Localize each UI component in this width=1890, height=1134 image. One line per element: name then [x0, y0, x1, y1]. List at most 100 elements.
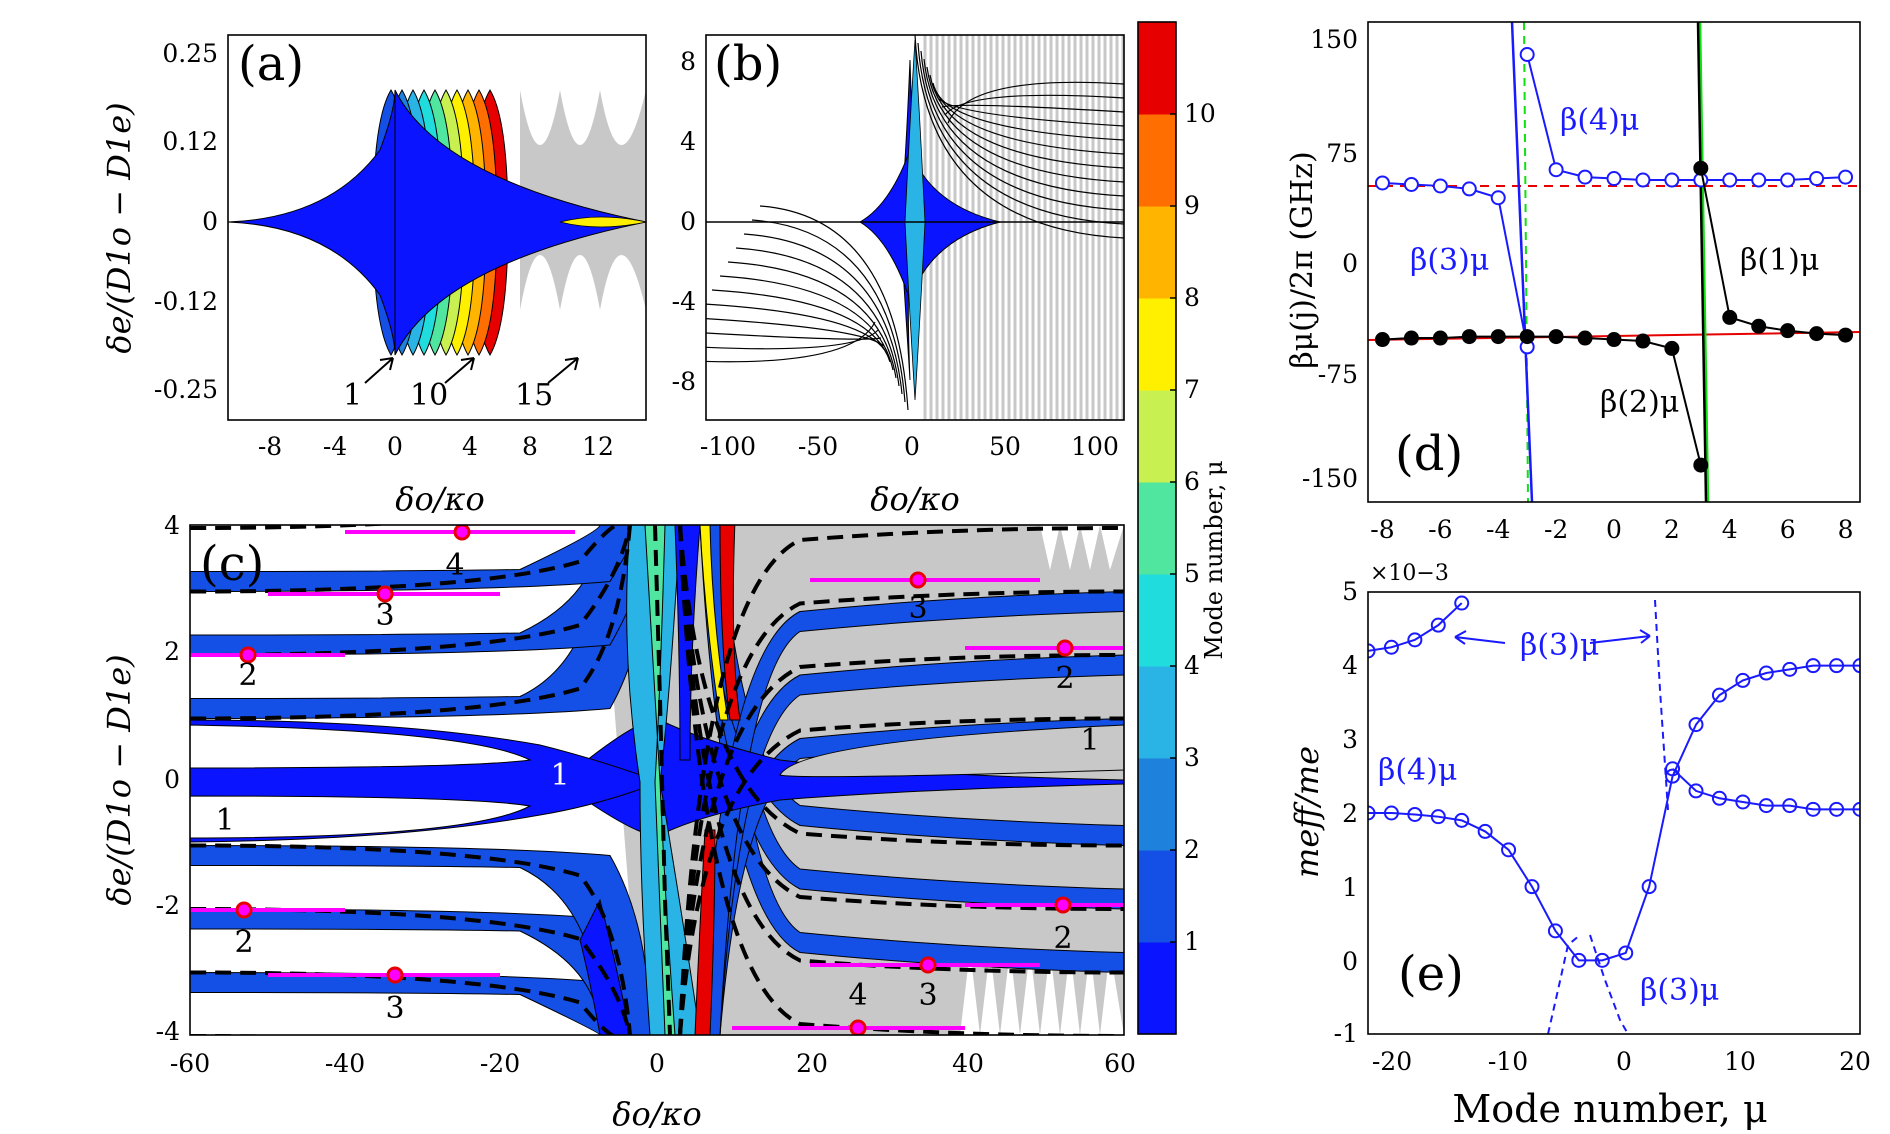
colorbar-segment: [1138, 574, 1176, 667]
panel-e-point: [1430, 617, 1446, 633]
panel-e-point: [1852, 801, 1860, 817]
panel-d-point: [1519, 329, 1535, 345]
panel-e-ytick: 1: [1342, 873, 1358, 902]
panel-d-point: [1693, 160, 1709, 176]
panel-c-xlabel: δo/κo: [612, 1095, 702, 1133]
panel-d-point: [1374, 332, 1390, 348]
panel-d-ytick: 150: [1310, 25, 1358, 54]
panel-c-annotation: 2: [234, 925, 253, 960]
panel-c-xtick: 60: [1104, 1049, 1136, 1078]
panel-a-xtick: 0: [387, 432, 403, 461]
colorbar-tick: 9: [1184, 191, 1200, 220]
panel-c-annotation: 1: [550, 758, 569, 793]
panel-c-fan-red-lower: [694, 829, 716, 1035]
panel-d-xtick: 8: [1838, 515, 1854, 544]
panel-e-xlabel: Mode number, μ: [1452, 1087, 1767, 1131]
panel-e-point: [1711, 790, 1727, 806]
panel-c-marker: [239, 646, 257, 664]
panel-d-green-dashed: [1523, 22, 1529, 502]
panel-b-xtick: 50: [989, 432, 1021, 461]
colorbar-segment: [1138, 206, 1176, 299]
panel-e: (e) ×10−3 5 4 3 2 1 0 -1 -20 -10 0 10 20…: [1288, 561, 1871, 1131]
panel-e-xtick: -20: [1372, 1047, 1412, 1076]
panel-e-xtick: 20: [1839, 1047, 1871, 1076]
panel-e-xtick: 0: [1616, 1047, 1632, 1076]
panel-d-xtick: 2: [1664, 515, 1680, 544]
panel-e-point: [1758, 798, 1774, 814]
panel-d-point: [1751, 318, 1767, 334]
panel-e-point: [1688, 717, 1704, 733]
colorbar-segment: [1138, 298, 1176, 391]
panel-c-marker: [1054, 896, 1072, 914]
panel-b-curve: [947, 81, 1124, 124]
panel-c-left-cut-bottom: [190, 795, 532, 839]
panel-e-point: [1782, 798, 1798, 814]
panel-c-ytick: 2: [164, 637, 180, 666]
panel-c-white-spikes: [960, 950, 1124, 1035]
panel-c-dashed-curve: [190, 525, 632, 721]
panel-a-tail-taper: [559, 216, 646, 228]
panel-c-dashed-curve: [678, 525, 1124, 975]
colorbar-tick: 10: [1184, 99, 1216, 128]
panel-c-annotation: 3: [385, 991, 404, 1026]
panel-e-point: [1547, 923, 1563, 939]
panel-c-marker: [376, 585, 394, 603]
panel-d-xtick: 6: [1780, 515, 1796, 544]
panel-b-xlabel: δo/κo: [870, 480, 960, 518]
panel-c-dashed-curve: [678, 525, 1124, 911]
panel-d-point: [1432, 178, 1448, 194]
panel-a-arrow: [547, 357, 579, 384]
panel-d-point: [1577, 169, 1593, 185]
panel-b-xtick: 100: [1071, 432, 1119, 461]
panel-e-ytick: 0: [1342, 947, 1358, 976]
panel-c-annotation: 2: [1053, 921, 1072, 956]
panel-c-marker: [1056, 639, 1074, 657]
panel-a-ytick: -0.25: [154, 375, 218, 404]
panel-c-fan-yellow: [699, 525, 729, 721]
panel-d-point: [1664, 172, 1680, 188]
panel-c-annotation: 2: [1055, 661, 1074, 696]
panel-d-point: [1548, 162, 1564, 178]
panel-c-white-spikes-top: [1040, 525, 1124, 570]
colorbar-segment: [1138, 114, 1176, 207]
panel-b-ytick: 8: [680, 47, 696, 76]
panel-c-ylabel: δe/(D1o − D1e): [100, 654, 138, 905]
panel-b-curve: [926, 66, 1124, 183]
panel-d-point: [1374, 175, 1390, 191]
panel-a-ytick: 0.12: [162, 127, 218, 156]
panel-b-frame: [705, 34, 1125, 421]
panel-a-xtick: -8: [258, 432, 282, 461]
panel-b-curve: [759, 205, 909, 411]
panel-d-point: [1722, 309, 1738, 325]
panel-b-label: (b): [714, 36, 782, 92]
panel-e-point: [1454, 595, 1470, 611]
panel-e-point: [1735, 794, 1751, 810]
panel-d-xtick: -6: [1428, 515, 1452, 544]
colorbar-segment: [1138, 758, 1176, 851]
panel-b-curve: [938, 98, 1124, 127]
panel-e-point: [1407, 806, 1423, 822]
panel-c-dashed-curve: [678, 716, 1124, 1035]
panel-e-series-line: [1671, 768, 1860, 811]
panel-b-ytick: 0: [680, 207, 696, 236]
panel-a-frame: [227, 34, 647, 421]
panel-a-label: (a): [238, 36, 304, 92]
panel-c-left-cut: [190, 724, 532, 769]
panel-b-xtick: -100: [700, 432, 756, 461]
panel-e-point: [1805, 801, 1821, 817]
panel-b-curve: [920, 50, 1124, 211]
panel-d-green-solid: [1698, 22, 1710, 502]
panel-c-annotation: 4: [848, 978, 867, 1013]
panel-e-point: [1618, 945, 1634, 961]
panel-c-annotation: 4: [445, 548, 464, 583]
panel-d-point: [1606, 332, 1622, 348]
panel-c-dashed-curve: [678, 526, 1124, 1035]
panel-c-dashed-curve: [678, 653, 1124, 1035]
panel-c-marker: [919, 956, 937, 974]
panel-d-point: [1838, 327, 1854, 343]
panel-e-arrow-left: [1454, 630, 1506, 645]
panel-c-xtick: -40: [325, 1049, 365, 1078]
panel-d-point: [1548, 329, 1564, 345]
panel-b-ytick: 4: [680, 127, 696, 156]
panel-b: (b) 8 4 0 -4 -8 -100 -50 0 50 100 δo/κo: [672, 34, 1125, 518]
